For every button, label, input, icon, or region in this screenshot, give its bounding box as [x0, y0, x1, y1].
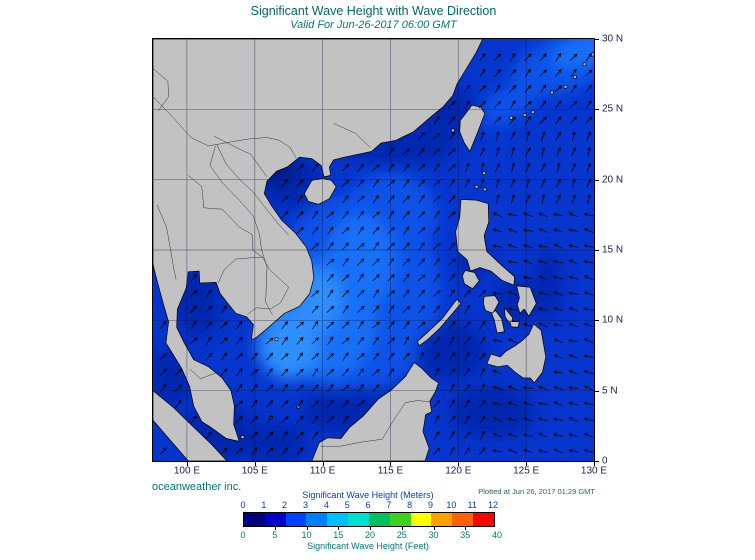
meters-tick-label: 5 [344, 500, 350, 510]
meters-tick-label: 3 [302, 500, 309, 510]
lon-tick-mark [390, 462, 392, 466]
colorbar-segment [473, 513, 494, 526]
lat-tick-mark [595, 461, 599, 462]
valid-time-subtitle: Valid For Jun-26-2017 06:00 GMT [290, 19, 457, 31]
meters-tick-label: 10 [446, 500, 457, 510]
lat-tick-mark [595, 109, 599, 111]
feet-tick-mark [306, 527, 308, 530]
meters-tick-label: 9 [427, 500, 434, 510]
meters-tick-label: 8 [407, 500, 413, 510]
lon-tick-label: 115 E [377, 465, 404, 477]
lon-tick-mark [526, 462, 528, 466]
lon-tick-mark [594, 462, 595, 466]
land-layer [153, 39, 594, 461]
lat-tick-label: 25 N [602, 103, 624, 115]
lat-tick-mark [595, 250, 599, 251]
meters-tick-label: 12 [487, 500, 499, 510]
feet-tick-label: 10 [301, 530, 312, 540]
colorbar-segment [285, 513, 307, 526]
lat-tick-mark [595, 39, 599, 40]
lon-tick-mark [254, 462, 256, 466]
lon-tick-label: 125 E [513, 465, 540, 477]
colorbar-segment [348, 513, 369, 526]
lat-tick-label: 10 N [602, 314, 624, 326]
meters-tick-label: 2 [282, 500, 288, 510]
lat-tick-label: 20 N [602, 174, 624, 186]
meters-tick-label: 7 [386, 500, 392, 510]
meters-tick-label: 11 [467, 500, 477, 510]
colorbar-segment [410, 513, 432, 526]
feet-tick-mark [433, 527, 435, 530]
feet-tick-label: 15 [333, 530, 344, 540]
feet-tick-mark [274, 527, 276, 530]
lon-tick-label: 105 E [241, 465, 268, 477]
lon-tick-label: 100 E [173, 465, 200, 477]
lon-tick-label: 130 E [580, 465, 608, 477]
colorbar [243, 512, 495, 527]
colorbar-segment [368, 513, 390, 526]
colorbar-segment [244, 513, 265, 526]
feet-tick-mark [338, 527, 340, 530]
colorbar-segment [327, 513, 349, 526]
legend-meters-label: Significant Wave Height (Meters) [302, 490, 434, 500]
feet-tick-mark [465, 527, 467, 530]
lon-tick-label: 120 E [445, 465, 472, 477]
colorbar-segment [264, 513, 286, 526]
lat-tick-mark [595, 179, 599, 181]
meters-tick-label: 1 [261, 500, 267, 510]
feet-tick-label: 35 [460, 530, 471, 540]
meters-tick-label: 0 [240, 500, 246, 510]
meters-tick-label: 6 [365, 500, 371, 510]
colorbar-segment [306, 513, 328, 526]
colorbar-segment [452, 513, 474, 526]
feet-tick-label: 30 [428, 530, 439, 540]
page-title: Significant Wave Height with Wave Direct… [250, 4, 497, 18]
legend-feet-label: Significant Wave Height (Feet) [307, 541, 429, 551]
wave-map-canvas [153, 39, 594, 461]
lat-tick-mark [595, 320, 599, 322]
meters-tick-label: 4 [323, 500, 329, 510]
feet-tick-mark [370, 527, 371, 530]
lat-tick-mark [595, 390, 599, 392]
feet-tick-mark [401, 527, 403, 530]
plotted-timestamp: Plotted at Jun 26, 2017 01:29 GMT [478, 487, 595, 496]
feet-tick-label: 5 [272, 530, 278, 540]
oceanweather-credit: oceanweather inc. [152, 481, 242, 493]
wave-map [152, 38, 595, 462]
colorbar-segment [431, 513, 453, 526]
feet-tick-label: 25 [396, 530, 407, 540]
wave-height-shading-layer [153, 39, 594, 461]
lat-tick-label: 30 N [602, 33, 624, 45]
feet-tick-label: 0 [240, 530, 246, 540]
lon-tick-mark [322, 462, 324, 466]
lon-tick-mark [186, 462, 188, 466]
lat-tick-label: 15 N [602, 244, 624, 256]
feet-tick-label: 20 [364, 530, 376, 540]
lon-tick-mark [458, 462, 460, 466]
colorbar-segment [389, 513, 411, 526]
lat-tick-label: 0 [602, 455, 608, 467]
lon-tick-label: 110 E [309, 465, 336, 477]
lat-tick-label: 5 N [602, 385, 618, 397]
feet-tick-label: 40 [491, 530, 503, 540]
wave-direction-arrows-layer [159, 52, 594, 456]
